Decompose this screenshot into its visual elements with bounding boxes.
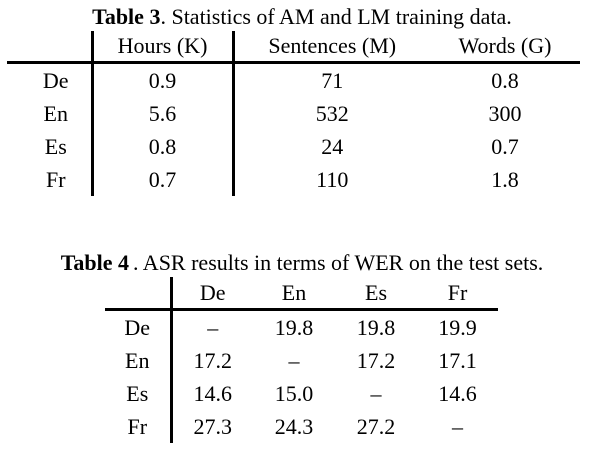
table4-corner-cell [105,277,173,311]
table-cell: 24 [321,133,344,159]
row-label: Fr [105,410,173,443]
table-cell: 5.6 [92,97,235,130]
table-cell: 24.3 [274,413,314,439]
table-cell: 0.9 [92,62,235,97]
table3-row-fr: Fr 0.7 110 1.8 [7,163,580,196]
table3-row-en: En 5.6 532 300 [7,97,580,130]
table4-header-row: De En Es Fr [105,277,498,311]
table-cell: 15.0 [274,380,314,406]
table3-am-lm-statistics: Hours (K) Sentences (M) Words (G) De 0.9… [7,31,580,196]
row-label: En [7,97,94,130]
table-cell: 0.8 [92,130,235,163]
row-label: De [105,309,173,344]
table4-row-de: De – 19.8 19.8 19.9 [105,309,498,344]
table3-row-es: Es 0.8 24 0.7 [7,130,580,163]
table3-caption-text: . Statistics of AM and LM training data. [160,4,512,29]
table4-asr-wer-results: De En Es Fr De – 19.8 19.8 19.9 En 17.2 … [105,277,498,443]
table3-header-words: Words (G) [430,31,580,64]
table4-caption-text: . ASR results in terms of WER on the tes… [133,250,544,275]
table-cell: 19.8 [356,314,396,340]
table-cell: 0.7 [491,133,519,159]
table4-row-es: Es 14.6 15.0 – 14.6 [105,377,498,410]
row-label: Fr [7,163,94,196]
table-cell: 71 [321,67,344,93]
table-cell: 0.8 [491,67,519,93]
table3-caption: Table 3. Statistics of AM and LM trainin… [0,0,604,31]
table4-caption: Table 4. ASR results in terms of WER on … [0,249,604,277]
table-cell: 27.2 [356,413,396,439]
table-cell: 0.7 [92,163,235,196]
table3-corner-cell [7,31,94,64]
table-cell: 19.8 [274,314,314,340]
table-cell: 14.6 [193,380,233,406]
table4-header-de: De [171,277,253,311]
table-cell: 17.2 [193,347,233,373]
table4-row-en: En 17.2 – 17.2 17.1 [105,344,498,377]
table-cell: 19.9 [438,314,477,340]
table-cell: 300 [488,100,522,126]
table-cell: – [452,413,463,439]
table-cell: – [370,380,382,406]
table4-header-en: En [253,277,335,311]
table-cell: – [207,314,219,340]
table-cell: 27.3 [193,413,233,439]
table-cell: 532 [315,100,349,126]
row-label: Es [105,377,173,410]
table4-caption-label: Table 4 [60,250,130,275]
table3-caption-label: Table 3 [92,4,161,29]
table3-row-de: De 0.9 71 0.8 [7,62,580,97]
table-cell: 110 [316,166,349,192]
table4-header-fr: Fr [417,277,498,311]
row-label: En [105,344,173,377]
table3-header-sentences: Sentences (M) [233,31,430,64]
row-label: Es [7,130,94,163]
table3-header-hours: Hours (K) [92,31,235,64]
row-label: De [7,62,94,97]
table-cell: 17.2 [356,347,396,373]
table-cell: 14.6 [438,380,477,406]
table4-header-es: Es [335,277,417,311]
table4-row-fr: Fr 27.3 24.3 27.2 – [105,410,498,443]
table-cell: 1.8 [491,166,519,192]
table3-header-row: Hours (K) Sentences (M) Words (G) [7,31,580,64]
table-cell: 17.1 [438,347,477,373]
table-cell: – [288,347,300,373]
